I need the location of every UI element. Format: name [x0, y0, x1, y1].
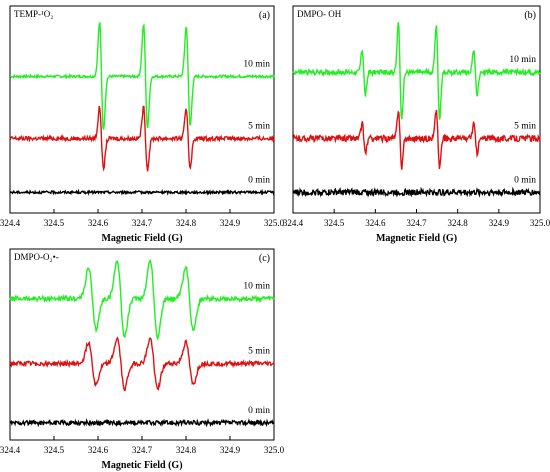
trace-10-min: [9, 259, 275, 341]
x-tick-label: 324.8: [176, 218, 197, 228]
x-tick-label: 324.4: [0, 445, 21, 455]
trace-5-min: [292, 109, 541, 170]
x-tick-label: 324.8: [448, 218, 469, 228]
x-tick-label: 324.6: [88, 445, 109, 455]
trace-10-min: [9, 21, 275, 131]
x-tick-label: 324.6: [88, 218, 109, 228]
trace-10-min: [292, 22, 541, 120]
trace-label: 10 min: [509, 55, 536, 65]
trace-5-min: [9, 336, 275, 392]
x-tick-label: 324.9: [489, 218, 510, 228]
plot-frame: [9, 248, 275, 441]
trace-label: 5 min: [248, 121, 270, 131]
trace-label: 5 min: [248, 347, 270, 357]
trace-label: 0 min: [248, 406, 270, 416]
panel-letter: (b): [524, 10, 536, 21]
trace-0-min: [9, 417, 275, 428]
panel-title: DMPO- OH: [297, 9, 342, 19]
x-tick-label: 324.8: [176, 445, 197, 455]
trace-0-min: [292, 186, 541, 198]
x-tick-label: 325.0: [264, 218, 285, 228]
panel-title: TEMP-¹O₂: [14, 9, 53, 19]
x-axis-title: Magnetic Field (G): [376, 233, 457, 244]
x-tick-label: 324.5: [324, 218, 345, 228]
trace-label: 5 min: [514, 121, 536, 131]
panel-1: 324.4 324.5 324.6 324.7 324.8 324.9 325.0 Magne…: [0, 5, 285, 244]
plot-frame: [292, 5, 541, 214]
panel-letter: (c): [259, 253, 270, 264]
panel-title: DMPO-O₂•-: [14, 252, 59, 262]
trace-label: 10 min: [243, 59, 270, 69]
x-tick-label: 324.5: [44, 445, 65, 455]
x-tick-label: 324.7: [406, 218, 427, 228]
x-tick-label: 325.0: [530, 218, 550, 228]
x-tick-label: 324.5: [44, 218, 65, 228]
x-tick-label: 324.4: [0, 218, 21, 228]
trace-0-min: [9, 188, 275, 196]
x-axis-title: Magnetic Field (G): [101, 233, 182, 244]
trace-label: 10 min: [243, 282, 270, 292]
x-tick-label: 324.7: [132, 218, 153, 228]
trace-label: 0 min: [248, 175, 270, 185]
x-tick-label: 324.4: [283, 218, 304, 228]
x-tick-label: 324.9: [220, 218, 241, 228]
panel-3: 324.4 324.5 324.6 324.7 324.8 324.9 325.0 Magne…: [0, 248, 285, 471]
panel-letter: (a): [259, 10, 270, 21]
x-tick-label: 324.6: [365, 218, 386, 228]
x-tick-label: 324.9: [220, 445, 241, 455]
panel-2: 324.4 324.5 324.6 324.7 324.8 324.9 325.0 Magne…: [283, 5, 550, 244]
x-axis-title: Magnetic Field (G): [101, 460, 182, 471]
x-tick-label: 324.7: [132, 445, 153, 455]
x-tick-label: 325.0: [264, 445, 285, 455]
trace-5-min: [9, 105, 275, 172]
trace-label: 0 min: [514, 175, 536, 185]
